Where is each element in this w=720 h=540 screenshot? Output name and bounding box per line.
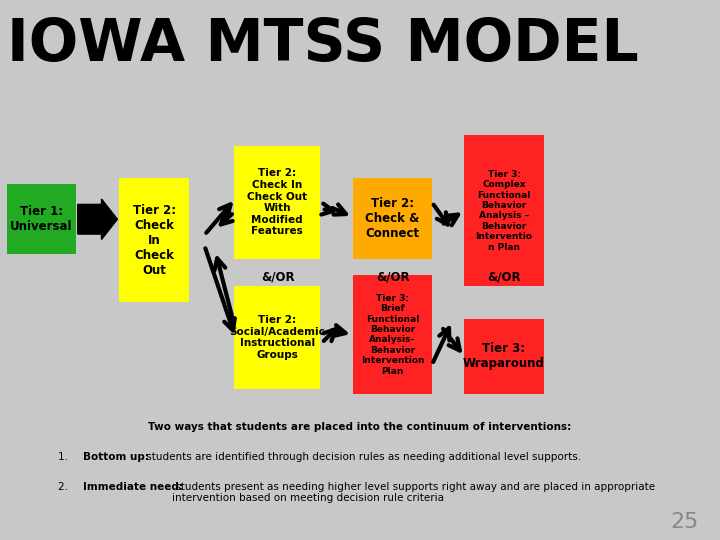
Text: Tier 3:
Brief
Functional
Behavior
Analysis-
Behavior
Intervention
Plan: Tier 3: Brief Functional Behavior Analys…: [361, 294, 424, 376]
Text: Tier 2:
Check
In
Check
Out: Tier 2: Check In Check Out: [132, 204, 176, 277]
Text: &/OR: &/OR: [377, 271, 410, 284]
FancyBboxPatch shape: [353, 178, 432, 259]
FancyBboxPatch shape: [464, 319, 544, 394]
Text: Tier 3:
Wraparound: Tier 3: Wraparound: [463, 342, 545, 370]
Text: 25: 25: [670, 512, 698, 532]
Text: students present as needing higher level supports right away and are placed in a: students present as needing higher level…: [172, 482, 655, 503]
FancyBboxPatch shape: [119, 178, 189, 302]
Text: Tier 2:
Social/Academic
Instructional
Groups: Tier 2: Social/Academic Instructional Gr…: [229, 315, 325, 360]
Text: Tier 2:
Check &
Connect: Tier 2: Check & Connect: [365, 197, 420, 240]
Text: students are identified through decision rules as needing additional level suppo: students are identified through decision…: [143, 452, 581, 462]
FancyBboxPatch shape: [234, 146, 320, 259]
Text: Tier 1:
Universal: Tier 1: Universal: [10, 205, 73, 233]
Text: &/OR: &/OR: [487, 271, 521, 284]
Text: Tier 2:
Check In
Check Out
With
Modified
Features: Tier 2: Check In Check Out With Modified…: [247, 168, 307, 237]
Text: &/OR: &/OR: [261, 271, 294, 284]
Text: Immediate need:: Immediate need:: [83, 482, 183, 492]
Text: Bottom up:: Bottom up:: [83, 452, 149, 462]
Polygon shape: [78, 199, 117, 240]
FancyBboxPatch shape: [353, 275, 432, 394]
FancyBboxPatch shape: [464, 135, 544, 286]
FancyBboxPatch shape: [7, 184, 76, 254]
Text: 1.: 1.: [58, 452, 74, 462]
Text: Two ways that students are placed into the continuum of interventions:: Two ways that students are placed into t…: [148, 422, 572, 433]
Text: Tier 3:
Complex
Functional
Behavior
Analysis –
Behavior
Interventio
n Plan: Tier 3: Complex Functional Behavior Anal…: [475, 170, 533, 252]
Text: IOWA MTSS MODEL: IOWA MTSS MODEL: [7, 16, 639, 73]
FancyBboxPatch shape: [234, 286, 320, 389]
Text: 2.: 2.: [58, 482, 74, 492]
